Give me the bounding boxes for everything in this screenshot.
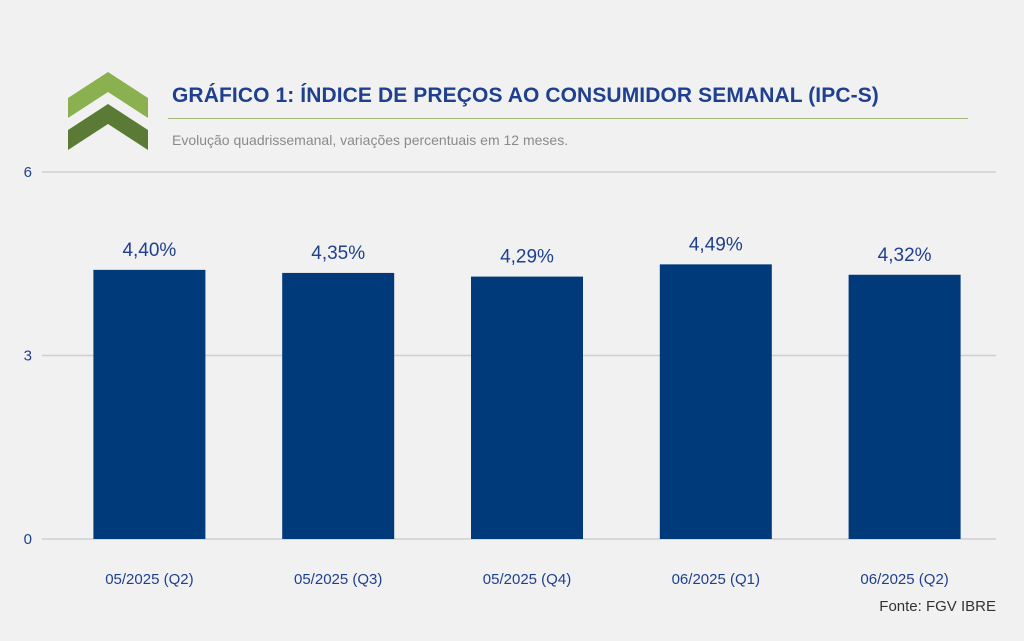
y-axis-ticks: 0 3 6 — [24, 164, 32, 548]
bar-data-label: 4,32% — [878, 245, 932, 266]
bar — [93, 269, 206, 539]
x-category-label: 06/2025 (Q1) — [672, 571, 760, 588]
x-category-label: 05/2025 (Q3) — [294, 571, 382, 588]
bar-data-label: 4,40% — [122, 240, 176, 261]
source-note: Fonte: FGV IBRE — [879, 598, 996, 615]
y-tick-label: 6 — [24, 164, 32, 181]
bar-data-label: 4,49% — [689, 234, 743, 255]
x-axis-categories: 05/2025 (Q2) 05/2025 (Q3) 05/2025 (Q4) 06/2… — [105, 571, 949, 588]
bar — [659, 264, 772, 539]
bar — [471, 276, 583, 539]
chart-title: GRÁFICO 1: ÍNDICE DE PREÇOS AO CONSUMIDO… — [172, 84, 879, 107]
chevron-logo-icon — [68, 72, 148, 150]
y-tick-label: 3 — [24, 348, 32, 365]
x-category-label: 06/2025 (Q2) — [860, 571, 948, 588]
y-tick-label: 0 — [24, 531, 32, 548]
title-divider — [168, 118, 968, 119]
bar — [848, 274, 961, 539]
bar-data-label: 4,29% — [500, 247, 554, 268]
x-category-label: 05/2025 (Q2) — [105, 571, 193, 588]
x-category-label: 05/2025 (Q4) — [483, 571, 571, 588]
chart-subtitle: Evolução quadrissemanal, variações perce… — [172, 132, 569, 148]
data-labels: 4,40% 4,35% 4,29% 4,49% 4,32% — [122, 234, 931, 267]
bar — [282, 272, 395, 539]
bars — [93, 264, 961, 539]
bar-data-label: 4,35% — [311, 243, 365, 264]
